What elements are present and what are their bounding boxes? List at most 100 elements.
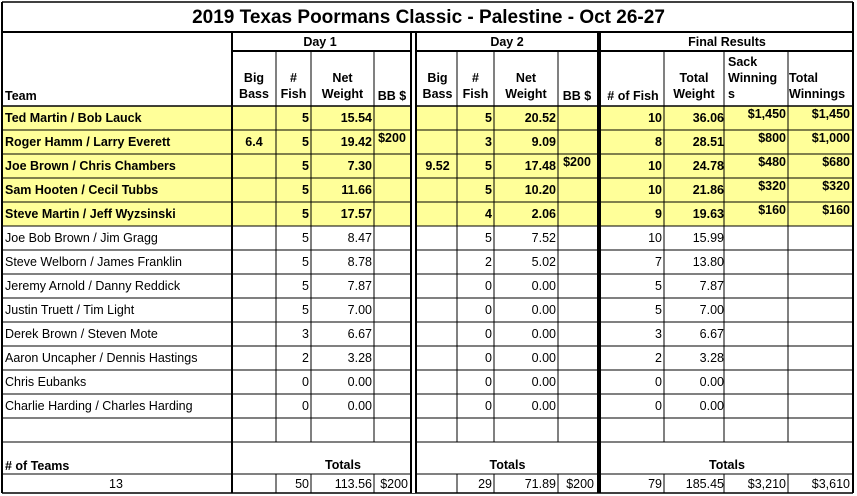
row-d2-fish: 0 bbox=[485, 303, 492, 317]
row-d2-fish: 3 bbox=[485, 135, 492, 149]
row-highlight bbox=[2, 106, 411, 130]
row-final-weight: 0.00 bbox=[699, 399, 724, 413]
row-team-name: Sam Hooten / Cecil Tubbs bbox=[5, 183, 159, 197]
row-d2-net: 0.00 bbox=[531, 279, 556, 293]
row-final-fish: 9 bbox=[655, 207, 662, 221]
row-d1-net: 8.47 bbox=[347, 231, 372, 245]
row-d1-fish: 5 bbox=[302, 255, 309, 269]
row-team-name: Ted Martin / Bob Lauck bbox=[5, 111, 142, 125]
row-d2-fish: 4 bbox=[485, 207, 492, 221]
row-final-weight: 0.00 bbox=[699, 375, 724, 389]
row-d1-net: 19.42 bbox=[340, 135, 372, 149]
row-d1-fish: 5 bbox=[302, 135, 309, 149]
col-d1-fish-header: # Fish bbox=[280, 71, 307, 101]
row-team-name: Roger Hamm / Larry Everett bbox=[5, 135, 171, 149]
row-d2-net: 0.00 bbox=[531, 399, 556, 413]
row-final-fish: 5 bbox=[655, 303, 662, 317]
row-d1-net: 7.00 bbox=[347, 303, 372, 317]
row-highlight bbox=[416, 178, 598, 202]
row-team-name: Derek Brown / Steven Mote bbox=[5, 327, 158, 341]
row-sack-winnings: $320 bbox=[758, 179, 786, 193]
row-team-name: Joe Brown / Chris Chambers bbox=[5, 159, 176, 173]
row-d2-fish: 0 bbox=[485, 399, 492, 413]
row-team-name: Justin Truett / Tim Light bbox=[5, 303, 135, 317]
totals-day2-label: Totals bbox=[489, 458, 526, 472]
total-weight: 185.45 bbox=[685, 477, 724, 491]
page-title: 2019 Texas Poormans Classic - Palestine … bbox=[192, 7, 665, 28]
row-d1-net: 6.67 bbox=[347, 327, 372, 341]
row-d2-fish: 0 bbox=[485, 351, 492, 365]
total-winnings: $3,610 bbox=[811, 477, 850, 491]
row-final-fish: 7 bbox=[655, 255, 662, 269]
row-d1-net: 8.78 bbox=[347, 255, 372, 269]
total-d1-fish: 50 bbox=[295, 477, 309, 491]
row-final-weight: 19.63 bbox=[692, 207, 724, 221]
row-d1-net: 11.66 bbox=[341, 183, 372, 197]
row-d2-fish: 5 bbox=[485, 231, 492, 245]
row-highlight bbox=[600, 202, 853, 226]
row-d1-fish: 5 bbox=[302, 183, 309, 197]
row-d2-net: 9.09 bbox=[531, 135, 556, 149]
total-fish: 79 bbox=[648, 477, 662, 491]
row-team-name: Jeremy Arnold / Danny Reddick bbox=[5, 279, 181, 293]
row-team-name: Charlie Harding / Charles Harding bbox=[5, 399, 193, 413]
row-final-weight: 7.87 bbox=[699, 279, 724, 293]
row-final-fish: 5 bbox=[655, 279, 662, 293]
col-d2-bigbass-header: Big Bass bbox=[422, 71, 453, 101]
teams-count-value: 13 bbox=[109, 477, 123, 491]
row-d1-bigbass: 6.4 bbox=[245, 135, 263, 149]
row-d2-net: 20.52 bbox=[524, 111, 556, 125]
col-d1-bb-header: BB $ bbox=[377, 89, 407, 103]
row-d2-bigbass: 9.52 bbox=[425, 159, 450, 173]
row-highlight bbox=[416, 130, 598, 154]
row-d2-fish: 5 bbox=[485, 111, 492, 125]
row-highlight bbox=[600, 178, 853, 202]
total-d1-net: 113.56 bbox=[334, 477, 372, 491]
row-final-weight: 6.67 bbox=[699, 327, 724, 341]
row-final-weight: 21.86 bbox=[692, 183, 724, 197]
row-d2-net: 0.00 bbox=[531, 327, 556, 341]
total-d2-net: 71.89 bbox=[524, 477, 556, 491]
row-final-weight: 7.00 bbox=[699, 303, 724, 317]
row-d1-fish: 3 bbox=[302, 327, 309, 341]
col-d2-bb-header: BB $ bbox=[562, 89, 592, 103]
teams-count-label: # of Teams bbox=[5, 459, 70, 473]
row-final-weight: 28.51 bbox=[692, 135, 724, 149]
row-final-fish: 10 bbox=[648, 183, 662, 197]
row-d2-net: 2.06 bbox=[531, 207, 556, 221]
row-d2-fish: 5 bbox=[485, 183, 492, 197]
row-d1-net: 15.54 bbox=[340, 111, 372, 125]
row-d2-fish: 0 bbox=[485, 279, 492, 293]
row-d2-net: 10.20 bbox=[524, 183, 556, 197]
totals-final-label: Totals bbox=[709, 458, 745, 472]
row-d2-fish: 0 bbox=[485, 375, 492, 389]
group-gap bbox=[411, 33, 416, 493]
row-d1-net: 17.57 bbox=[340, 207, 372, 221]
row-d2-fish: 2 bbox=[485, 255, 492, 269]
row-highlight bbox=[2, 178, 411, 202]
row-d1-fish: 0 bbox=[302, 375, 309, 389]
row-team-name: Joe Bob Brown / Jim Gragg bbox=[5, 231, 158, 245]
row-d2-fish: 0 bbox=[485, 327, 492, 341]
col-d2-net-header: Net Weight bbox=[505, 71, 547, 101]
row-sack-winnings: $160 bbox=[758, 203, 786, 217]
row-sack-winnings: $800 bbox=[758, 131, 786, 145]
row-final-weight: 15.99 bbox=[692, 231, 724, 245]
total-d1-bb: $200 bbox=[380, 477, 408, 491]
row-team-name: Aaron Uncapher / Dennis Hastings bbox=[5, 351, 198, 365]
row-d2-net: 0.00 bbox=[531, 351, 556, 365]
col-team-header: Team bbox=[5, 89, 37, 103]
col-d1-net-header: Net Weight bbox=[321, 71, 364, 101]
row-highlight bbox=[2, 154, 411, 178]
group-day2-label: Day 2 bbox=[490, 35, 524, 49]
row-d2-bb: $200 bbox=[563, 155, 591, 169]
row-total-winnings: $680 bbox=[822, 155, 850, 169]
row-d2-net: 17.48 bbox=[524, 159, 556, 173]
col-sack-header: Sack Winning s bbox=[728, 55, 778, 101]
col-d1-bigbass-header: Big Bass bbox=[239, 71, 269, 101]
row-final-fish: 0 bbox=[655, 375, 662, 389]
row-d1-net: 3.28 bbox=[347, 351, 372, 365]
row-d1-net: 7.87 bbox=[347, 279, 372, 293]
